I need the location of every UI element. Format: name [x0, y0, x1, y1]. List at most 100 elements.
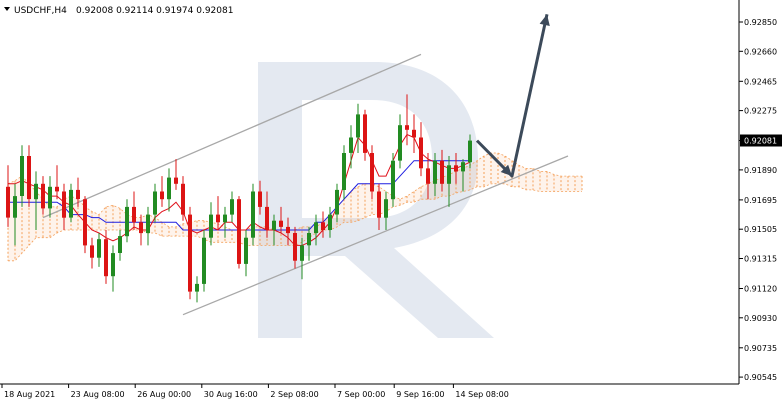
watermark-letter — [258, 62, 494, 338]
candle-body — [195, 283, 199, 292]
candle-body — [356, 114, 360, 138]
channel-lower-line — [182, 155, 569, 316]
candle-body — [160, 191, 164, 200]
candle-body — [216, 214, 220, 223]
x-tick-label: 7 Sep 00:00 — [337, 390, 385, 399]
cloud-fill — [8, 153, 582, 261]
candle-body — [440, 160, 444, 184]
candle-body — [90, 245, 94, 258]
candle-body — [104, 239, 108, 277]
y-tick-label: 0.92660 — [744, 47, 777, 56]
candle-body — [468, 140, 472, 163]
y-tick-label: 0.91695 — [744, 196, 777, 205]
y-tick-label: 0.91120 — [744, 285, 777, 294]
candle-body — [391, 160, 395, 200]
forecast-arrow — [475, 14, 550, 178]
collapse-triangle-icon[interactable] — [4, 7, 10, 11]
x-tick-label: 18 Aug 2021 — [4, 390, 55, 399]
candle-body — [349, 137, 353, 153]
candle-body — [300, 245, 304, 261]
candlesticks — [6, 94, 472, 303]
candle-body — [398, 125, 402, 161]
candle-body — [20, 156, 24, 196]
candle-body — [34, 183, 38, 200]
candle-body — [83, 199, 87, 246]
candle-body — [244, 237, 248, 264]
y-tick-label: 0.90735 — [744, 344, 777, 353]
candle-body — [76, 189, 80, 200]
y-tick-label: 0.92850 — [744, 18, 777, 27]
candle-body — [272, 220, 276, 230]
candle-body — [230, 199, 234, 215]
candle-body — [69, 189, 73, 218]
candle-body — [405, 125, 409, 130]
ohlc-quote: 0.92008 0.92114 0.91974 0.92081 — [76, 6, 233, 16]
channel-upper-line — [42, 53, 422, 219]
candle-body — [251, 191, 255, 238]
candle-body — [328, 214, 332, 230]
y-tick-label: 0.91890 — [744, 166, 777, 175]
candle-body — [174, 177, 178, 184]
candle-body — [286, 226, 290, 234]
candle-body — [13, 196, 17, 218]
candle-body — [48, 186, 52, 209]
x-tick-label: 26 Aug 00:00 — [137, 390, 191, 399]
candle-body — [202, 237, 206, 284]
candle-body — [293, 233, 297, 261]
candle-body — [111, 253, 115, 277]
candle-body — [209, 214, 213, 238]
candle-body — [146, 214, 150, 234]
candle-body — [419, 137, 423, 169]
watermark-logo — [258, 62, 494, 338]
candle-body — [223, 214, 227, 223]
candle-body — [412, 129, 416, 138]
candle-body — [6, 186, 10, 218]
candle-body — [321, 222, 325, 230]
candle-body — [118, 236, 122, 253]
candle-body — [188, 214, 192, 292]
candle-body — [363, 114, 367, 153]
x-tick-label: 14 Sep 08:00 — [455, 390, 508, 399]
candle-body — [384, 199, 388, 218]
chart-header: USDCHF,H4 0.92008 0.92114 0.91974 0.9208… — [4, 6, 233, 16]
candle-body — [335, 189, 339, 215]
candle-body — [461, 162, 465, 172]
candle-body — [370, 153, 374, 192]
candle-body — [454, 165, 458, 172]
y-tick-label: 0.92275 — [744, 107, 777, 116]
x-tick-label: 23 Aug 08:00 — [71, 390, 125, 399]
candle-body — [265, 206, 269, 230]
x-tick-label: 9 Sep 16:00 — [396, 390, 444, 399]
y-tick-label: 0.92465 — [744, 77, 777, 86]
candle-body — [433, 160, 437, 184]
candle-body — [426, 168, 430, 184]
y-tick-label: 0.91505 — [744, 225, 777, 234]
y-tick-label: 0.90545 — [744, 373, 777, 382]
candle-body — [342, 153, 346, 190]
candle-body — [314, 222, 318, 234]
candle-body — [97, 239, 101, 258]
candle-body — [27, 156, 31, 200]
forecast-down-arrowhead — [500, 164, 512, 177]
candle-body — [258, 191, 262, 207]
candle-body — [125, 206, 129, 237]
candle-body — [237, 199, 241, 264]
candle-body — [139, 222, 143, 234]
trend-channel — [42, 53, 569, 316]
y-tick-label: 0.91315 — [744, 255, 777, 264]
candle-body — [132, 206, 136, 223]
x-tick-label: 2 Sep 08:00 — [270, 390, 318, 399]
candle-body — [62, 191, 66, 218]
candle-body — [167, 177, 171, 200]
current-price-tag — [740, 134, 782, 147]
candle-body — [55, 186, 59, 192]
candle-body — [279, 220, 283, 227]
current-price-label: 0.92081 — [744, 137, 777, 146]
candle-body — [377, 191, 381, 218]
candle-body — [447, 165, 451, 184]
candle-body — [307, 233, 311, 246]
candle-body — [41, 183, 45, 209]
candle-body — [153, 191, 157, 215]
